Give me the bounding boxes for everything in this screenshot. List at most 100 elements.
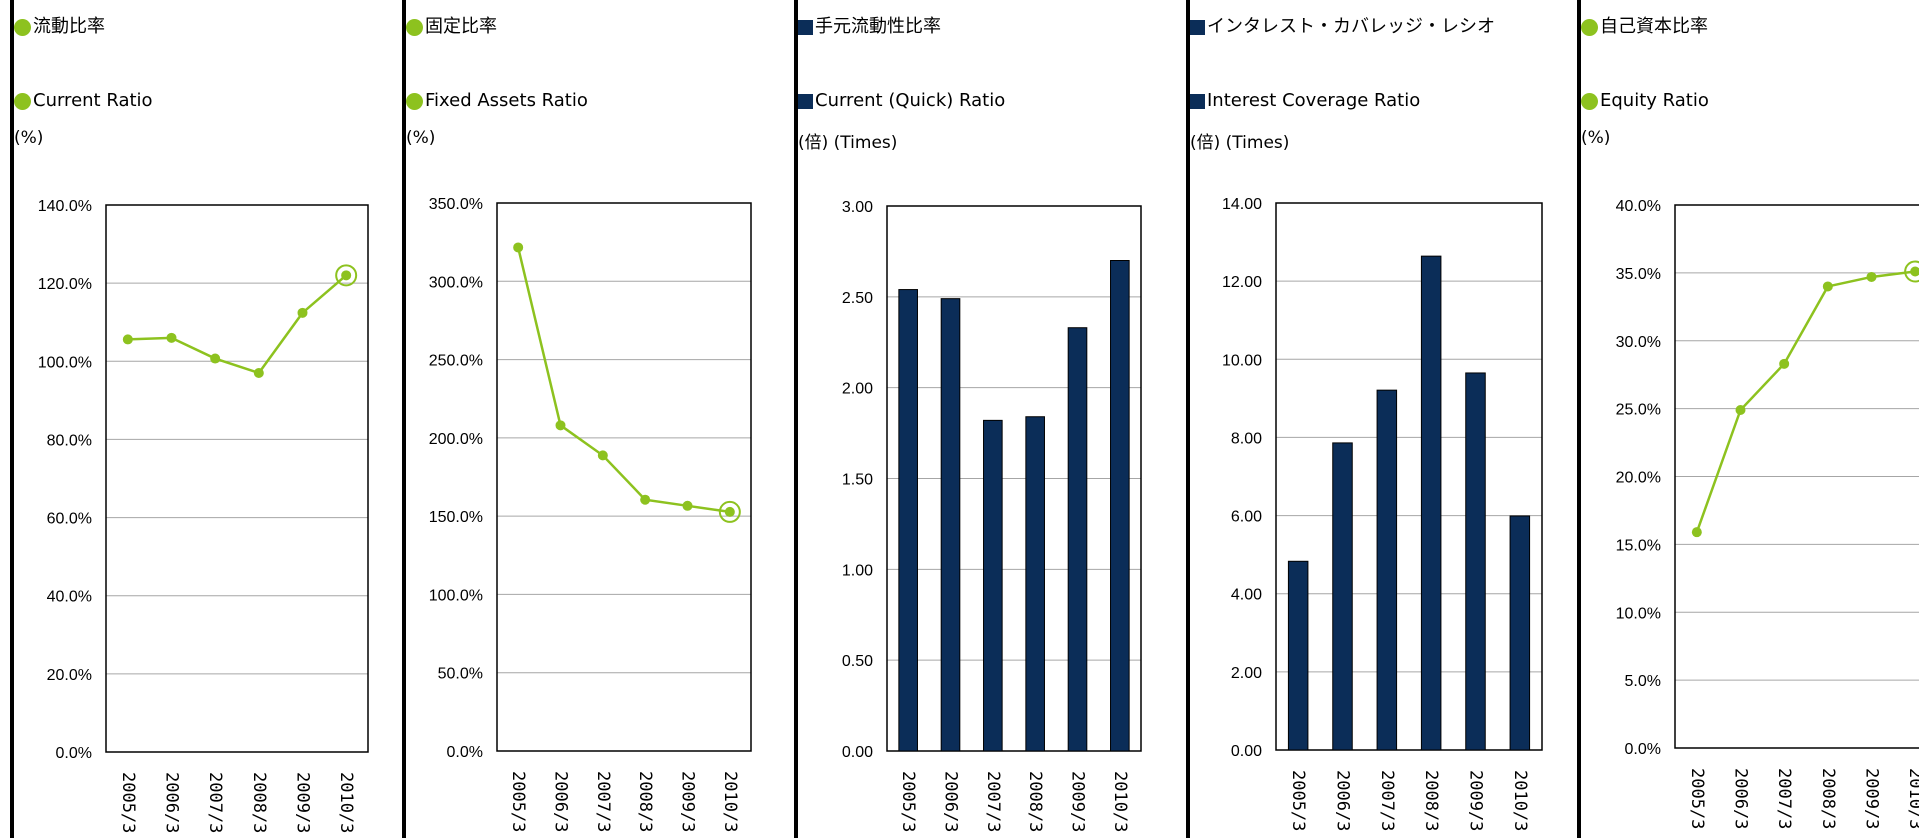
x-tick-label: 2006/3 [1333,770,1353,831]
y-tick-label: 4.00 [1231,587,1262,604]
unit-label: (倍) (Times) [1190,133,1290,153]
data-point [1735,404,1746,415]
data-point [1822,281,1833,292]
panel-title-jp: インタレスト・カバレッジ・レシオ [1190,16,1495,38]
y-tick-label: 40.0% [1616,198,1661,215]
y-tick-label: 200.0% [429,431,483,448]
panel-divider [402,0,406,838]
bar-chart-interest-coverage-ratio: 14.00 12.00 10.00 8.00 6.00 4.00 2.00 0.00 2005/… [1222,196,1543,831]
green-dot-icon [406,18,423,36]
x-tick-label: 2010/3 [336,772,356,833]
y-tick-label: 15.0% [1616,537,1661,554]
panel-divider [1186,0,1190,838]
unit-label: (%) [406,128,436,148]
y-tick-label: 50.0% [438,666,483,683]
green-dot-icon [14,92,31,110]
panel-title-en: Equity Ratio [1581,90,1709,112]
navy-square-icon [798,93,813,109]
panel-title-en: Fixed Assets Ratio [406,90,588,112]
y-tick-label: 0.0% [56,745,92,762]
data-point [1691,527,1702,538]
bar [1332,442,1353,751]
bar [983,419,1003,752]
highlight-ring [335,264,358,287]
panel-divider [794,0,798,838]
y-tick-label: 20.0% [1616,470,1661,487]
unit-label: (倍) (Times) [798,133,898,153]
y-tick-label: 60.0% [47,511,92,528]
series-line [127,274,347,375]
line-chart-equity-ratio: 40.0% 35.0% 30.0% 25.0% 20.0% 15.0% 10.0% 5.0% 0… [1616,198,1919,829]
data-point [513,242,524,253]
bar [940,298,961,752]
y-tick-label: 100.0% [429,587,483,604]
y-tick-label: 0.50 [842,653,873,670]
y-tick-label: 150.0% [429,509,483,526]
data-point [1910,266,1919,277]
bar-chart-quick-ratio: 3.00 2.50 2.00 1.50 1.00 0.50 0.00 2005/3 2006/3… [842,199,1142,832]
x-tick-label: 2009/3 [678,771,698,832]
line-chart-fixed-assets-ratio: 350.0% 300.0% 250.0% 200.0% 150.0% 100.0% 50.0… [429,196,752,832]
x-tick-label: 2006/3 [941,771,961,832]
x-tick-label: 2008/3 [249,772,269,833]
y-tick-label: 2.00 [1231,665,1262,682]
x-tick-label: 2010/3 [720,771,740,832]
panel-divider [10,0,14,838]
navy-square-icon [798,19,813,35]
navy-square-icon [1190,19,1205,35]
y-tick-label: 2.00 [842,381,873,398]
x-tick-label: 2010/3 [1110,771,1130,832]
x-tick-label: 2006/3 [162,772,182,833]
navy-square-icon [1190,93,1205,109]
data-point [640,494,651,505]
highlight-ring [1904,260,1919,283]
data-point [341,270,352,281]
x-tick-label: 2007/3 [983,771,1003,832]
chart-panel-quick-ratio: 手元流動性比率 Current (Quick) Ratio (倍) (Times… [794,0,1174,838]
panel-title-jp: 流動比率 [14,16,105,38]
y-tick-label: 1.00 [842,562,873,579]
x-tick-label: 2007/3 [205,772,225,833]
x-tick-label: 2007/3 [593,771,613,832]
series-line [1695,270,1916,533]
bar [1376,389,1398,751]
panel-title-en: Current Ratio [14,90,153,112]
series-line [516,247,731,514]
x-tick-label: 2005/3 [1687,768,1707,829]
panel-divider [1577,0,1581,838]
x-tick-label: 2009/3 [1068,771,1088,832]
green-dot-icon [1581,92,1598,110]
y-tick-label: 0.0% [1625,741,1661,758]
unit-label: (%) [14,128,44,148]
y-tick-label: 25.0% [1616,402,1661,419]
y-tick-label: 100.0% [38,354,92,371]
line-chart-current-ratio: 140.0% 120.0% 100.0% 80.0% 60.0% 40.0% 20.0% 0.… [38,198,369,833]
x-tick-label: 2007/3 [1774,768,1794,829]
y-tick-label: 20.0% [47,667,92,684]
bar [1509,515,1531,751]
y-tick-label: 40.0% [47,589,92,606]
bar [1465,372,1486,751]
y-tick-label: 120.0% [38,276,92,293]
y-tick-label: 1.50 [842,472,873,489]
y-tick-label: 0.00 [842,744,873,761]
x-tick-label: 2009/3 [293,772,313,833]
x-tick-label: 2006/3 [551,771,571,832]
data-point [297,307,308,318]
highlight-ring [718,500,741,523]
y-tick-label: 250.0% [429,353,483,370]
bar [1110,260,1130,752]
bar [1287,560,1309,751]
x-tick-label: 2008/3 [1818,768,1838,829]
data-point [724,506,735,517]
panel-title-jp: 自己資本比率 [1581,16,1708,38]
data-point [122,334,133,345]
chart-panel-current-ratio: 流動比率 Current Ratio (%) 140.0% 120.0% 100.0… [10,0,390,838]
x-tick-label: 2007/3 [1377,770,1397,831]
y-tick-label: 35.0% [1616,266,1661,283]
y-tick-label: 5.0% [1625,673,1661,690]
x-tick-label: 2010/3 [1510,770,1530,831]
panel-title-jp: 固定比率 [406,16,497,38]
plot-frame [1275,202,1543,751]
data-point [597,450,608,461]
